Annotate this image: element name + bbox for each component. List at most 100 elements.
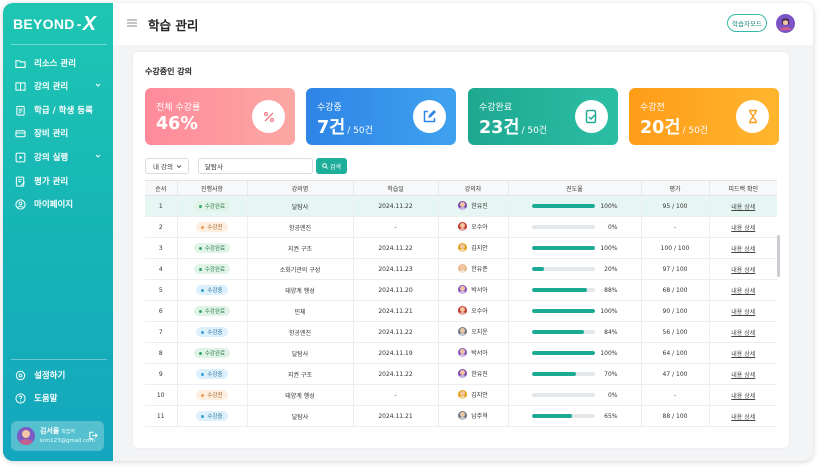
cell-progress: 100% — [507, 237, 641, 259]
column-header[interactable]: 피드백 확인 — [708, 180, 777, 196]
lecturer-avatar — [458, 221, 468, 231]
table-row[interactable]: 3 수강완료 지권 구조 2024.11.22 김지안 100% 100 / 100 내용 상… — [145, 237, 777, 259]
table-row[interactable]: 9 수강중 지권 구조 2024.11.22 한유진 70% 47 / 100 내용 상세 — [145, 363, 777, 385]
cell-progress: 100% — [507, 342, 641, 364]
status-badge: 수강완료 — [193, 264, 231, 274]
column-header[interactable]: 강의자 — [437, 180, 508, 196]
cell-course: 달탐사 — [246, 405, 353, 427]
status-badge: 수강완료 — [193, 243, 231, 253]
lecturer-name: 김지안 — [471, 391, 488, 399]
progress-fill — [531, 330, 585, 334]
cell-number: 3 — [145, 237, 177, 259]
document-check-icon — [575, 100, 608, 133]
feedback-detail-link[interactable]: 내용 상세 — [731, 329, 756, 337]
progress-fill — [531, 288, 587, 292]
status-label: 수강완료 — [204, 204, 226, 210]
status-badge: 수강중 — [196, 285, 228, 295]
feedback-detail-link[interactable]: 내용 상세 — [731, 308, 756, 316]
feedback-detail-link[interactable]: 내용 상세 — [731, 245, 756, 253]
progress-percent: 84% — [604, 328, 618, 336]
sidebar-item-device[interactable]: 장비 관리 — [15, 125, 107, 141]
sidebar-item-evaluation[interactable]: 평가 관리 — [15, 173, 107, 189]
hourglass-icon — [736, 100, 769, 133]
table-row[interactable]: 7 수강중 항공엔진 2024.11.22 오지운 84% 56 / 100 내용 상세 — [145, 321, 777, 343]
cell-feedback: 내용 상세 — [708, 363, 777, 385]
feedback-detail-link[interactable]: 내용 상세 — [731, 392, 756, 400]
logo[interactable]: BEYOND - X — [13, 12, 97, 35]
column-header[interactable]: 학습일 — [352, 180, 438, 196]
cell-status: 수강완료 — [176, 258, 247, 280]
cell-date: - — [352, 384, 438, 406]
feedback-detail-link[interactable]: 내용 상세 — [731, 266, 756, 274]
column-header[interactable]: 진도율 — [507, 180, 641, 196]
sidebar-item-mypage[interactable]: 마이페이지 — [15, 196, 107, 212]
table-row[interactable]: 5 수강중 태양계 행성 2024.11.20 박서아 88% 68 / 100 내용 상세 — [145, 279, 777, 301]
table-row[interactable]: 11 수강중 달탐사 2024.11.21 남주혁 65% 88 / 100 내용 상세 — [145, 405, 777, 427]
cell-date: 2024.11.22 — [352, 195, 438, 217]
sidebar-item-course[interactable]: 강의 관리 — [15, 78, 107, 94]
learner-mode-button[interactable]: 학습자모드 — [727, 14, 767, 32]
cell-score: 90 / 100 — [640, 300, 709, 322]
app-window: BEYOND - X 리소스 관리 강의 관리 학급 / 학생 등록 장비 관리 강… — [3, 3, 813, 461]
search-input[interactable] — [198, 158, 313, 174]
user-card[interactable]: 김서율 학습자 kim123@gmail.com — [11, 421, 104, 451]
cell-lecturer: 오지운 — [437, 321, 508, 343]
cell-status: 수강중 — [176, 279, 247, 301]
column-header[interactable]: 강의명 — [246, 180, 353, 196]
sidebar-item-course-run[interactable]: 강의 실행 — [15, 149, 107, 165]
course-filter-select[interactable]: 내 강의 — [145, 158, 189, 174]
feedback-detail-link[interactable]: 내용 상세 — [731, 413, 756, 421]
cell-number: 8 — [145, 342, 177, 364]
feedback-detail-link[interactable]: 내용 상세 — [731, 287, 756, 295]
status-dot — [198, 204, 202, 208]
cell-progress: 100% — [507, 195, 641, 217]
status-dot — [198, 246, 202, 250]
table-row[interactable]: 4 수강완료 소화기관의 구성 2024.11.23 한유준 20% 97 / 100 내용 … — [145, 258, 777, 280]
sidebar-item-help[interactable]: 도움말 — [15, 390, 107, 406]
feedback-detail-link[interactable]: 내용 상세 — [731, 371, 756, 379]
cell-progress: 20% — [507, 258, 641, 280]
column-header[interactable]: 진행사항 — [176, 180, 247, 196]
cell-number: 11 — [145, 405, 177, 427]
status-label: 수강중 — [207, 288, 223, 294]
table-row[interactable]: 1 수강완료 달탐사 2024.11.22 한유진 100% 95 / 100 내용 상세 — [145, 195, 777, 217]
feedback-detail-link[interactable]: 내용 상세 — [731, 350, 756, 358]
table-row[interactable]: 6 수강완료 민체 2024.11.21 오수아 100% 90 / 100 내용 상세 — [145, 300, 777, 322]
table-row[interactable]: 8 수강완료 달탐사 2024.11.19 박서아 100% 64 / 100 내용 상세 — [145, 342, 777, 364]
cell-course: 항공엔진 — [246, 321, 353, 343]
cell-number: 7 — [145, 321, 177, 343]
chevron-down-icon[interactable] — [94, 152, 102, 160]
sidebar-item-class-register[interactable]: 학급 / 학생 등록 — [15, 102, 107, 118]
chevron-down-icon[interactable] — [94, 81, 102, 89]
stat-value: 7건 — [317, 118, 346, 138]
search-button-label: 검색 — [329, 163, 342, 171]
cell-number: 4 — [145, 258, 177, 280]
table-header-row: 순서 진행사항 강의명 학습일 강의자 진도율 평가 피드백 확인 — [145, 180, 777, 196]
logo-mark: X — [82, 12, 97, 35]
sidebar-item-resource[interactable]: 리소스 관리 — [15, 55, 107, 71]
table-row[interactable]: 2 수강전 항공엔진 - 오수아 0% - 내용 상세 — [145, 216, 777, 238]
status-badge: 수강전 — [196, 390, 228, 400]
cell-feedback: 내용 상세 — [708, 384, 777, 406]
select-value: 내 강의 — [153, 163, 174, 171]
stat-total: / 50건 — [347, 126, 373, 136]
sidebar-item-settings[interactable]: 설정하기 — [15, 367, 107, 383]
status-label: 수강전 — [207, 393, 223, 399]
status-dot — [201, 288, 205, 292]
sidebar-item-label: 강의 관리 — [34, 82, 69, 92]
search-button[interactable]: 검색 — [316, 158, 347, 174]
column-header[interactable]: 순서 — [145, 180, 177, 196]
feedback-detail-link[interactable]: 내용 상세 — [731, 203, 756, 211]
logout-icon[interactable] — [87, 430, 98, 441]
table-scrollbar[interactable] — [777, 235, 780, 277]
lecturer-avatar — [458, 305, 468, 315]
cell-date: 2024.11.23 — [352, 258, 438, 280]
feedback-detail-link[interactable]: 내용 상세 — [731, 224, 756, 232]
cell-score: 64 / 100 — [640, 342, 709, 364]
cell-feedback: 내용 상세 — [708, 405, 777, 427]
profile-avatar[interactable] — [776, 14, 795, 33]
table-row[interactable]: 10 수강전 태양계 행성 - 김지안 0% - 내용 상세 — [145, 384, 777, 406]
menu-icon[interactable] — [127, 18, 137, 28]
cell-score: 47 / 100 — [640, 363, 709, 385]
column-header[interactable]: 평가 — [640, 180, 709, 196]
